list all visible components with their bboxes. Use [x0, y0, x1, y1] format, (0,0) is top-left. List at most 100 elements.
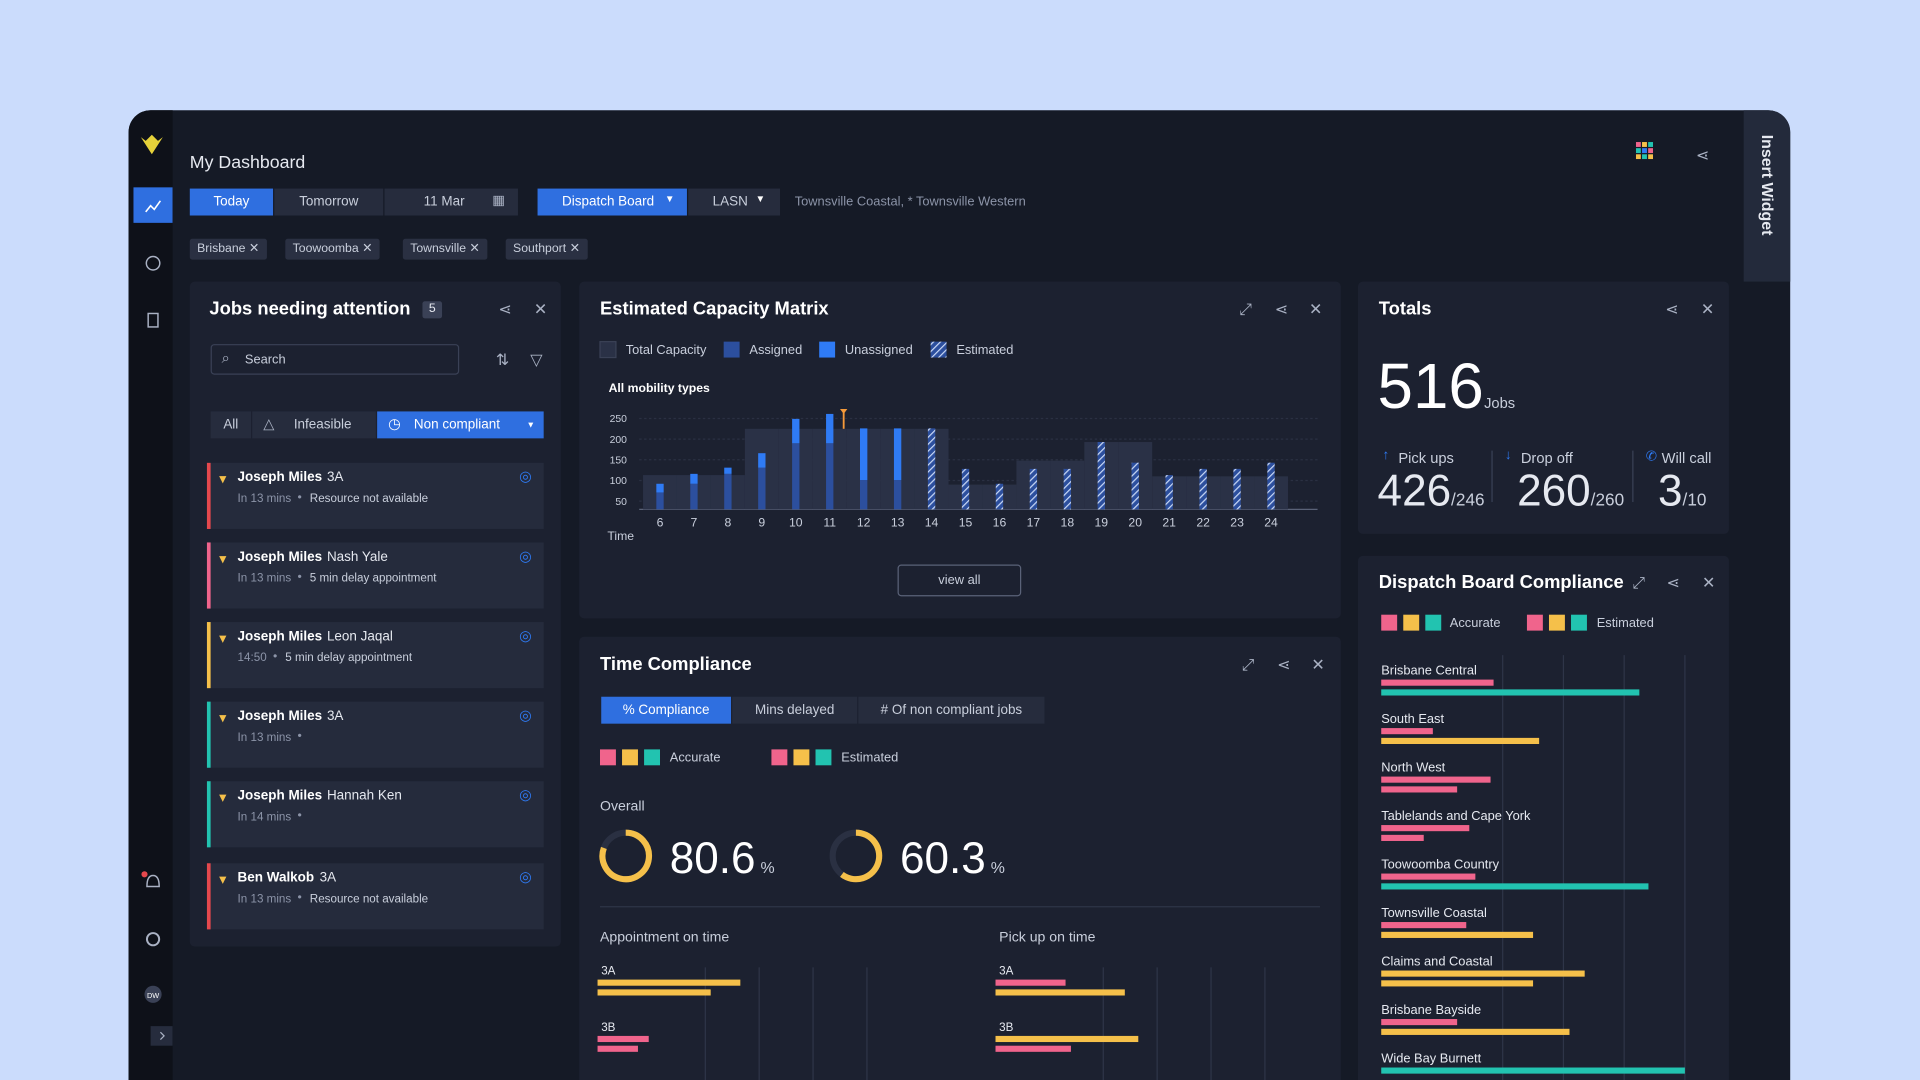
filter-chip[interactable]: Brisbane ✕ [189, 238, 267, 260]
job-card [206, 462, 544, 529]
gauge-value: 60.3 [900, 834, 986, 883]
job-detail: 3A [326, 708, 344, 724]
bar [1029, 468, 1038, 510]
stat-value: 3 [1657, 465, 1683, 516]
overall-label: Overall [600, 799, 645, 815]
close-icon[interactable]: ✕ [1311, 655, 1325, 674]
chip-remove[interactable]: ✕ [358, 242, 373, 256]
view-all-button[interactable] [897, 564, 1022, 597]
date-picker[interactable]: 11 Mar [384, 188, 518, 216]
jobs-tab[interactable]: Non compliant [377, 411, 544, 439]
share-icon[interactable]: ⋖ [1666, 573, 1680, 592]
x-tick-label: 12 [857, 516, 871, 530]
legend-swatch [815, 749, 832, 766]
share-icon[interactable]: ⋖ [1274, 300, 1289, 319]
locate-icon[interactable]: ◎ [519, 868, 533, 886]
filter-chip[interactable]: Toowoomba ✕ [285, 238, 380, 260]
page-title: My Dashboard [189, 153, 306, 173]
sort-icon[interactable]: ⇅ [495, 350, 510, 369]
nav-settings[interactable] [145, 932, 161, 947]
bar [1097, 442, 1105, 510]
clock-icon: ◷ [388, 415, 402, 433]
chip-label: Brisbane [197, 242, 246, 256]
date-tab[interactable]: Today [189, 188, 274, 216]
bar [995, 979, 1066, 986]
date-tab[interactable]: Tomorrow [274, 188, 384, 216]
jobs-tab[interactable]: All [210, 411, 252, 439]
locate-icon[interactable]: ◎ [519, 547, 533, 565]
job-time: In 13 mins [237, 571, 292, 586]
avatar[interactable] [144, 985, 162, 1003]
locate-icon[interactable]: ◎ [519, 706, 533, 724]
close-icon[interactable]: ✕ [1308, 300, 1323, 319]
gauge-arc [840, 829, 883, 883]
legend-label: Assigned [749, 342, 802, 357]
board-select[interactable]: Dispatch Board [537, 188, 687, 216]
compliance-tab[interactable]: # Of non compliant jobs [858, 696, 1045, 724]
chart-title: Pick up on time [999, 930, 1096, 946]
bar [1381, 1067, 1685, 1074]
y-tick-label: 50 [615, 497, 627, 508]
share-icon[interactable]: ⋖ [1277, 655, 1291, 674]
bullet: • [297, 729, 302, 744]
locate-icon[interactable]: ◎ [519, 786, 533, 804]
filter-chip[interactable]: Townsville ✕ [402, 238, 488, 260]
share-icon[interactable]: ⋖ [1665, 300, 1679, 319]
expand-icon[interactable]: ⤢ [1241, 655, 1255, 674]
compliance-tab[interactable]: % Compliance [601, 696, 732, 724]
nav-docs[interactable] [147, 312, 159, 328]
expand-sidebar[interactable] [150, 1026, 173, 1046]
chip-remove[interactable]: ✕ [245, 242, 260, 256]
filter-icon[interactable]: ▽ [530, 350, 543, 369]
bar [927, 428, 936, 510]
expand-icon[interactable]: ⤢ [1239, 300, 1252, 319]
bar [1381, 776, 1491, 783]
job-status-bar [206, 462, 211, 529]
close-icon[interactable]: ✕ [1700, 300, 1715, 319]
bar [1233, 468, 1241, 510]
stat-of: 246 [1455, 489, 1485, 510]
caret: ▼ [664, 193, 675, 205]
chip-label: Toowoomba [292, 242, 359, 256]
share-icon[interactable]: ⋖ [498, 300, 512, 319]
share-icon[interactable]: ⋖ [1695, 145, 1710, 165]
apps-icon[interactable] [1635, 142, 1654, 160]
bar [1381, 825, 1470, 832]
count-badge: 5 [422, 301, 443, 319]
close-icon[interactable]: ✕ [533, 300, 548, 319]
expand-icon[interactable]: ⤢ [1632, 573, 1645, 592]
filter-chip[interactable]: Southport ✕ [505, 238, 588, 260]
locate-icon[interactable]: ◎ [519, 467, 533, 485]
category-label: Brisbane Bayside [1381, 1002, 1481, 1017]
legend-swatch [930, 341, 947, 358]
avatar-initials: DW [147, 991, 159, 1000]
legend-swatch [622, 749, 638, 766]
close-icon[interactable]: ✕ [1702, 573, 1716, 592]
x-tick-label: 17 [1027, 516, 1041, 530]
insert-widget-tab[interactable] [1743, 110, 1791, 282]
chip-remove[interactable]: ✕ [466, 242, 480, 256]
job-status-bar [206, 622, 211, 689]
chip-remove[interactable]: ✕ [566, 242, 580, 256]
stat-arrow: ✆ [1645, 449, 1658, 465]
job-note: 5 min delay appointment [285, 651, 413, 665]
job-detail: 3A [326, 470, 344, 485]
search-box[interactable] [210, 344, 460, 375]
stat-divider [1491, 450, 1493, 503]
sidebar-icons: DW [133, 134, 173, 1046]
nav-dashboard[interactable] [133, 187, 173, 223]
bar [995, 1045, 1071, 1052]
compliance-tab[interactable]: Mins delayed [732, 696, 858, 724]
bar [893, 480, 902, 510]
jobs-tab[interactable]: Infeasible [252, 411, 376, 439]
bar [995, 1035, 1139, 1043]
locate-icon[interactable]: ◎ [519, 626, 533, 645]
stat-value: 426 [1377, 465, 1452, 516]
nav-notifications[interactable] [146, 874, 160, 888]
view-all[interactable]: view all [938, 573, 981, 588]
bar [1381, 883, 1649, 890]
nav-history[interactable] [145, 255, 161, 271]
region-select[interactable]: LASN [688, 188, 780, 216]
pin-icon: ▾ [219, 870, 227, 888]
stat-label: Will call [1661, 449, 1712, 467]
